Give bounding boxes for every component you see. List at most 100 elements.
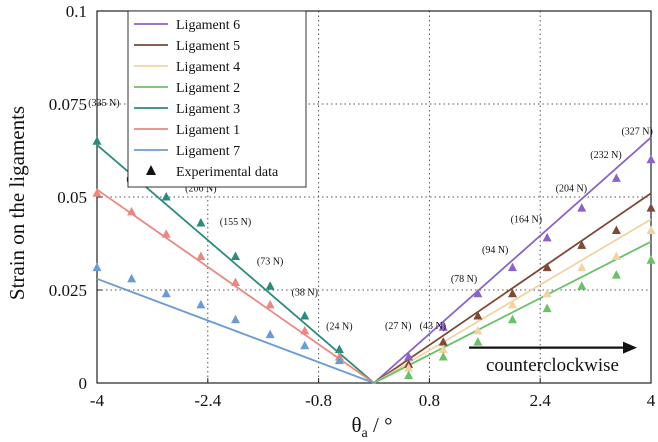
experimental-point bbox=[508, 314, 517, 324]
experimental-point bbox=[127, 206, 137, 216]
force-annotation: (206 N) bbox=[185, 183, 216, 194]
experimental-point bbox=[611, 251, 621, 261]
arrow-head bbox=[623, 341, 637, 354]
legend-box bbox=[127, 10, 307, 188]
experimental-point bbox=[92, 136, 102, 145]
y-tick-label: 0.05 bbox=[57, 188, 87, 207]
experimental-point bbox=[196, 299, 206, 309]
y-tick-label: 0 bbox=[79, 374, 88, 393]
series-line bbox=[373, 240, 652, 384]
experimental-point bbox=[404, 351, 414, 361]
experimental-point bbox=[611, 173, 621, 182]
experimental-point bbox=[231, 251, 240, 261]
experimental-point bbox=[508, 299, 517, 309]
force-annotation: (155 N) bbox=[220, 217, 251, 228]
experimental-point bbox=[646, 225, 656, 234]
experimental-point bbox=[542, 288, 552, 298]
experimental-point bbox=[196, 218, 206, 227]
experimental-point bbox=[265, 281, 275, 290]
legend-label: Ligament 5 bbox=[176, 39, 240, 54]
experimental-point bbox=[473, 288, 483, 298]
force-annotation: (27 N) bbox=[385, 321, 411, 332]
legend-label: Ligament 7 bbox=[176, 144, 240, 159]
legend-label: Experimental data bbox=[176, 165, 279, 180]
experimental-point bbox=[300, 311, 310, 320]
force-annotation: (204 N) bbox=[556, 183, 587, 194]
experimental-point bbox=[577, 240, 587, 249]
experimental-point bbox=[646, 154, 656, 164]
y-axis-title: Strain on the ligaments bbox=[5, 106, 29, 300]
experimental-point bbox=[196, 251, 206, 261]
force-annotation: (38 N) bbox=[292, 288, 318, 299]
x-tick-label: 2.4 bbox=[530, 391, 552, 410]
force-annotation: (78 N) bbox=[451, 274, 477, 285]
experimental-point bbox=[300, 325, 310, 335]
experimental-point bbox=[542, 262, 552, 272]
experimental-point bbox=[508, 262, 517, 272]
experimental-point bbox=[265, 329, 275, 339]
arrow-label: counterclockwise bbox=[486, 355, 619, 376]
x-tick-label: -4 bbox=[90, 391, 105, 410]
series-line bbox=[96, 277, 375, 384]
force-annotation: (43 N) bbox=[420, 321, 446, 332]
experimental-point bbox=[646, 203, 656, 212]
series-line bbox=[96, 188, 375, 384]
force-annotation: (164 N) bbox=[511, 214, 542, 225]
experimental-point bbox=[438, 322, 448, 331]
force-annotation: (73 N) bbox=[257, 257, 283, 268]
x-axis-subscript: a bbox=[362, 426, 369, 441]
experimental-point bbox=[92, 188, 102, 197]
y-tick-label: 0.075 bbox=[49, 95, 87, 114]
legend: Ligament 6 Ligament 5 Ligament 4 Ligament 2… bbox=[127, 10, 307, 188]
experimental-point bbox=[473, 311, 483, 320]
x-axis-unit: / ° bbox=[368, 413, 393, 437]
legend-label: Ligament 6 bbox=[176, 18, 240, 33]
experimental-point bbox=[438, 337, 448, 346]
series-line bbox=[373, 136, 652, 384]
y-tick-label: 0.1 bbox=[66, 2, 87, 21]
x-tick-label: -2.4 bbox=[194, 391, 221, 410]
x-axis-symbol: θ bbox=[351, 413, 361, 437]
x-tick-label: 4 bbox=[647, 391, 656, 410]
experimental-point bbox=[334, 355, 344, 365]
legend-label: Ligament 2 bbox=[176, 81, 240, 96]
experimental-point bbox=[265, 299, 275, 309]
series-line bbox=[373, 192, 652, 384]
experimental-point bbox=[473, 337, 483, 346]
grid bbox=[97, 11, 651, 383]
experimental-point bbox=[542, 232, 552, 242]
force-annotation: (327 N) bbox=[621, 127, 652, 138]
experimental-point bbox=[300, 340, 310, 350]
force-annotation: (24 N) bbox=[326, 321, 352, 332]
experimental-point bbox=[646, 255, 656, 264]
x-tick-label: -0.8 bbox=[305, 391, 332, 410]
experimental-point bbox=[92, 262, 102, 272]
force-annotation: (335 N) bbox=[88, 98, 119, 109]
experimental-point bbox=[473, 325, 483, 335]
experimental-point bbox=[231, 314, 240, 324]
experimental-point bbox=[577, 281, 587, 290]
direction-arrow: counterclockwise bbox=[469, 341, 637, 376]
experimental-point bbox=[542, 303, 552, 313]
experimental-point bbox=[334, 344, 344, 354]
legend-label: Ligament 3 bbox=[176, 102, 240, 117]
experimental-point bbox=[577, 262, 587, 272]
experimental-point bbox=[438, 351, 448, 361]
experimental-point bbox=[161, 192, 171, 201]
experimental-point bbox=[231, 277, 240, 287]
experimental-point bbox=[577, 203, 587, 212]
experimental-point bbox=[611, 225, 621, 234]
legend-experimental-marker bbox=[146, 165, 156, 175]
legend-label: Ligament 4 bbox=[176, 60, 240, 75]
y-tick-label: 0.025 bbox=[49, 281, 87, 300]
force-annotation: (232 N) bbox=[590, 150, 621, 161]
experimental-point bbox=[127, 273, 137, 283]
force-annotation: (94 N) bbox=[482, 245, 508, 256]
experimental-point bbox=[611, 270, 621, 279]
experimental-point bbox=[161, 288, 171, 298]
experimental-point bbox=[404, 370, 414, 380]
experimental-point bbox=[508, 288, 517, 298]
x-axis-title: θa / ° bbox=[351, 413, 392, 441]
experimental-point bbox=[404, 363, 414, 372]
